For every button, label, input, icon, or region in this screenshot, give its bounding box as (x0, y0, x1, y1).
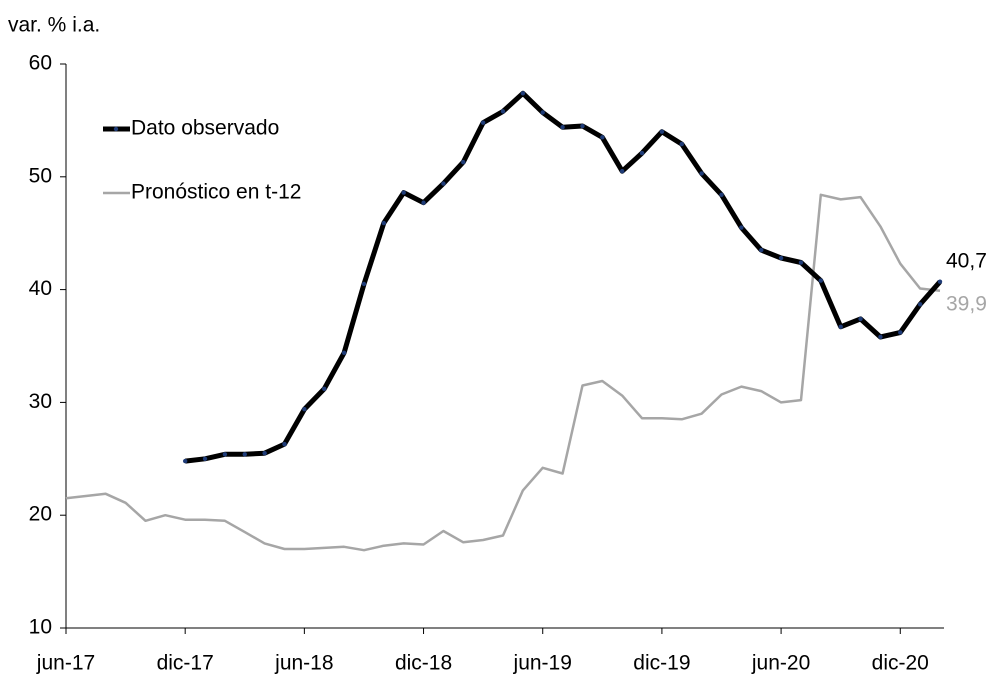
point-marker (322, 386, 327, 392)
legend-label: Pronóstico en t-12 (131, 181, 301, 204)
point-marker (401, 190, 406, 195)
point-marker (858, 316, 863, 322)
x-tick-label: dic-20 (872, 652, 929, 675)
point-marker (560, 124, 565, 130)
x-tick-label: jun-18 (274, 652, 333, 675)
point-marker (302, 406, 307, 412)
series-line (184, 90, 942, 464)
point-marker (917, 302, 923, 307)
point-marker (719, 192, 724, 198)
point-marker (798, 260, 804, 265)
point-marker (600, 135, 605, 140)
x-tick-label: dic-19 (633, 652, 690, 675)
x-tick-label: jun-17 (36, 652, 95, 675)
point-marker (759, 247, 764, 253)
point-marker (937, 279, 943, 284)
x-tick-label: jun-19 (513, 652, 572, 675)
point-marker (878, 334, 883, 340)
x-tick-label: dic-18 (395, 652, 452, 675)
point-marker (699, 171, 704, 176)
x-tick-label: jun-20 (751, 652, 810, 675)
point-marker (381, 220, 387, 226)
point-marker (182, 458, 188, 464)
y-tick-label: 20 (29, 503, 52, 526)
point-marker (500, 109, 506, 114)
data-label: 40,7 (946, 249, 987, 272)
point-marker (282, 441, 287, 447)
point-marker (778, 255, 784, 261)
y-tick-label: 60 (29, 52, 52, 75)
y-tick-label: 40 (29, 277, 52, 300)
x-tick-label: dic-17 (157, 652, 214, 675)
point-marker (341, 350, 347, 355)
legend-label: Dato observado (131, 117, 279, 140)
y-tick-label: 30 (29, 390, 52, 413)
point-marker (222, 452, 228, 457)
point-marker (639, 150, 645, 156)
point-marker (679, 141, 684, 147)
point-marker (898, 330, 903, 335)
point-marker (818, 278, 824, 283)
point-marker (461, 159, 466, 165)
point-marker (441, 181, 446, 186)
point-marker (659, 129, 665, 134)
point-marker (262, 450, 267, 456)
point-marker (520, 91, 526, 96)
legend-marker (113, 126, 119, 132)
point-marker (361, 281, 367, 287)
point-marker (540, 110, 545, 115)
point-marker (739, 225, 744, 230)
point-marker (838, 324, 843, 330)
point-marker (242, 452, 247, 457)
point-marker (619, 168, 625, 174)
data-label: 39,9 (946, 292, 987, 315)
point-marker (580, 123, 585, 129)
series-line (65, 193, 941, 552)
point-marker (421, 200, 426, 205)
y-tick-label: 10 (29, 616, 52, 639)
point-marker (480, 120, 486, 125)
y-axis-label: var. % i.a. (8, 14, 100, 37)
point-marker (202, 456, 208, 461)
y-tick-label: 50 (29, 164, 52, 187)
